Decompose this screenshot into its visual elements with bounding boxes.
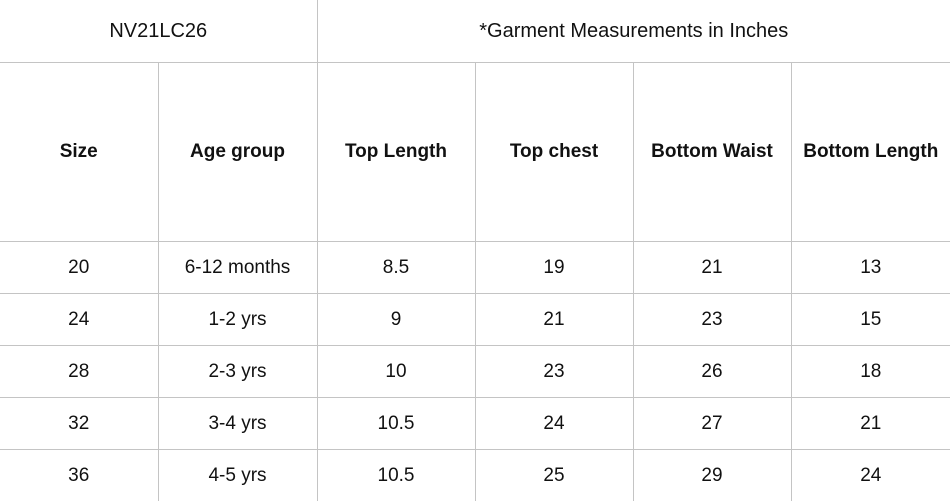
cell: 1-2 yrs bbox=[158, 294, 317, 346]
cell: 29 bbox=[633, 450, 791, 501]
cell: 25 bbox=[475, 450, 633, 501]
title-row: NV21LC26 *Garment Measurements in Inches bbox=[0, 0, 950, 63]
column-header: Top Length bbox=[317, 63, 475, 242]
cell: 26 bbox=[633, 346, 791, 398]
cell: 21 bbox=[791, 398, 950, 450]
column-header: Size bbox=[0, 63, 158, 242]
cell: 13 bbox=[791, 242, 950, 294]
cell: 3-4 yrs bbox=[158, 398, 317, 450]
column-header: Bottom Length bbox=[791, 63, 950, 242]
cell: 20 bbox=[0, 242, 158, 294]
table-title: *Garment Measurements in Inches bbox=[317, 0, 950, 63]
column-header: Age group bbox=[158, 63, 317, 242]
cell: 19 bbox=[475, 242, 633, 294]
cell: 32 bbox=[0, 398, 158, 450]
column-header: Bottom Waist bbox=[633, 63, 791, 242]
product-code: NV21LC26 bbox=[0, 0, 317, 63]
cell: 18 bbox=[791, 346, 950, 398]
cell: 28 bbox=[0, 346, 158, 398]
cell: 27 bbox=[633, 398, 791, 450]
column-header: Top chest bbox=[475, 63, 633, 242]
cell: 36 bbox=[0, 450, 158, 501]
cell: 24 bbox=[0, 294, 158, 346]
cell: 23 bbox=[633, 294, 791, 346]
cell: 6-12 months bbox=[158, 242, 317, 294]
cell: 10 bbox=[317, 346, 475, 398]
cell: 4-5 yrs bbox=[158, 450, 317, 501]
cell: 9 bbox=[317, 294, 475, 346]
cell: 24 bbox=[791, 450, 950, 501]
cell: 24 bbox=[475, 398, 633, 450]
cell: 21 bbox=[475, 294, 633, 346]
cell: 10.5 bbox=[317, 398, 475, 450]
cell: 8.5 bbox=[317, 242, 475, 294]
cell: 10.5 bbox=[317, 450, 475, 501]
cell: 15 bbox=[791, 294, 950, 346]
cell: 2-3 yrs bbox=[158, 346, 317, 398]
cell: 21 bbox=[633, 242, 791, 294]
cell: 23 bbox=[475, 346, 633, 398]
